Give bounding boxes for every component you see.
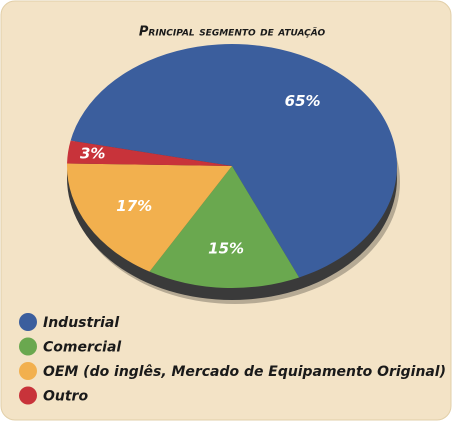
legend-label: Comercial [43,340,121,356]
pie-slice [70,44,398,278]
data-label: 15% [208,239,244,257]
chart-title: Principal segmento de atuação [139,25,326,40]
legend-label: Industrial [43,315,119,331]
legend-label: OEM (do inglês, Mercado de Equipamento O… [43,364,446,380]
pie-slice [149,166,300,288]
pie-slice [67,163,233,272]
data-label: 3% [80,145,105,163]
data-label: 17% [116,197,152,215]
legend-marker [19,362,37,380]
legend-marker [19,313,37,331]
data-label: 65% [285,92,321,110]
legend-marker [19,337,37,356]
legend-label: Outro [43,389,88,405]
legend-marker [19,386,37,405]
pie-slice [67,140,232,166]
